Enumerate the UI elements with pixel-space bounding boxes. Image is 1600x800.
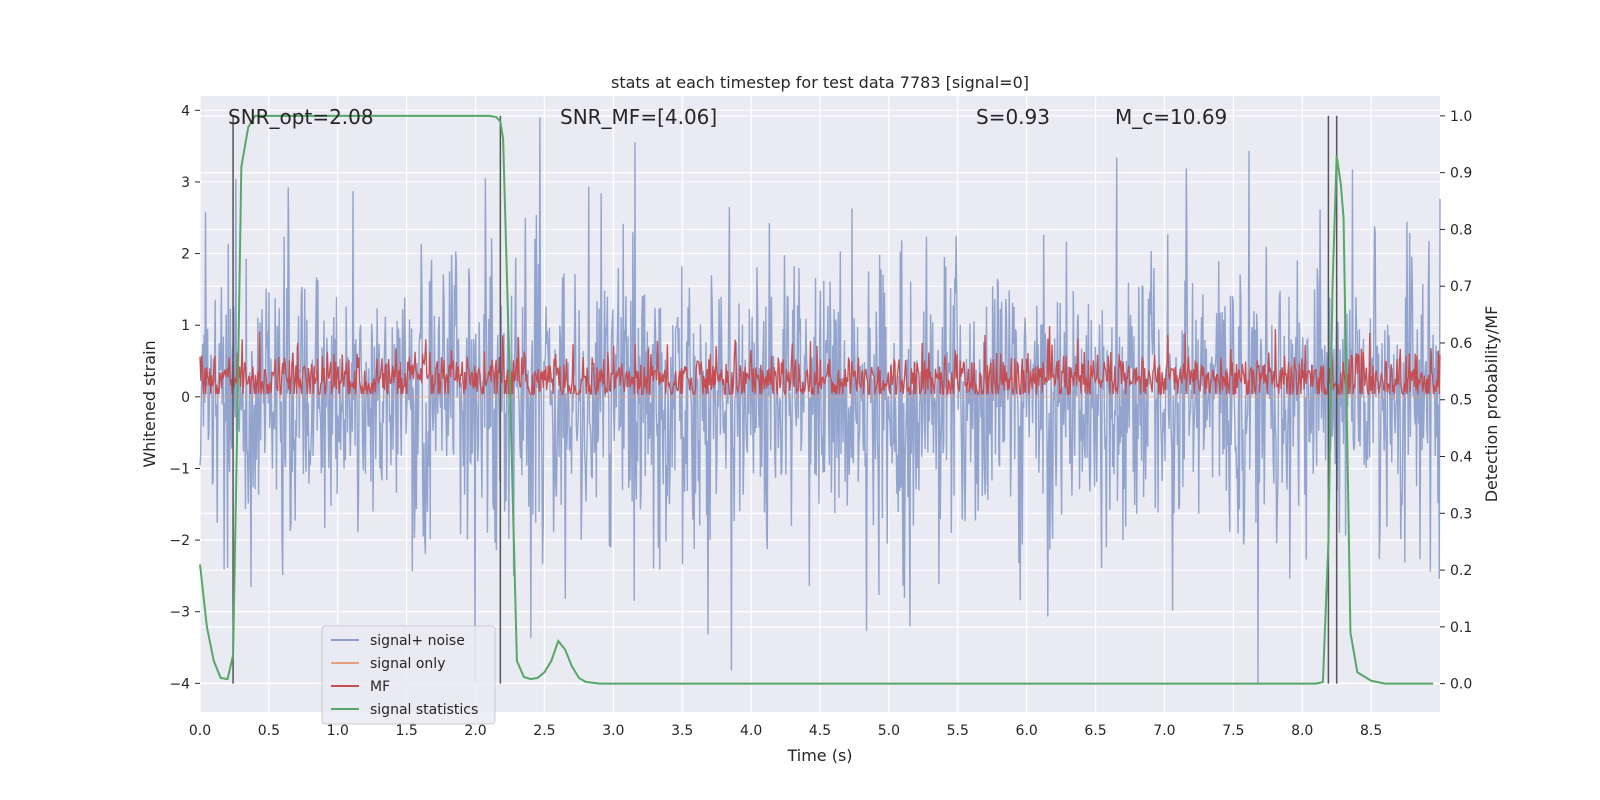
x-tick-label: 3.5 xyxy=(671,723,693,739)
mf-line xyxy=(199,325,1441,397)
signal-noise-line xyxy=(199,117,1441,684)
y-tick-label: −4 xyxy=(169,676,190,692)
y-ticks: 4 3 2 1 0 −1 −2 −3 −4 xyxy=(169,103,200,692)
y2-ticks: 1.0 0.9 0.8 0.7 0.6 0.5 0.4 0.3 0.2 0.1 0.0 xyxy=(1440,109,1472,693)
x-ticks: 0.0 0.5 1.0 1.5 2.0 2.5 3.0 3.5 4.0 4.5 5.0 5.5 6.0 6… xyxy=(189,723,1382,739)
annotation-mc: M_c=10.69 xyxy=(1115,105,1227,129)
chart-title: stats at each timestep for test data 778… xyxy=(611,73,1029,92)
y2-tick-label: 0.7 xyxy=(1450,279,1472,295)
x-tick-label: 1.0 xyxy=(327,723,349,739)
x-tick-label: 3.0 xyxy=(602,723,624,739)
y-tick-label: 3 xyxy=(181,175,190,191)
x-tick-label: 0.0 xyxy=(189,723,211,739)
y2-axis-label: Detection probability/MF xyxy=(1482,306,1501,503)
legend-box xyxy=(321,625,496,725)
annotation-s: S=0.93 xyxy=(976,105,1050,129)
annotation-snr-mf: SNR_MF=[4.06] xyxy=(560,105,717,129)
x-tick-label: 2.5 xyxy=(533,723,555,739)
x-tick-label: 8.0 xyxy=(1291,723,1313,739)
x-tick-label: 7.5 xyxy=(1222,723,1244,739)
y-tick-label: −1 xyxy=(169,461,190,477)
x-tick-label: 1.5 xyxy=(396,723,418,739)
signal-statistics-series xyxy=(199,114,1434,685)
y2-tick-label: 0.8 xyxy=(1450,222,1472,238)
vertical-markers xyxy=(232,115,1338,684)
signal-statistics-line xyxy=(199,114,1434,685)
x-tick-label: 4.5 xyxy=(809,723,831,739)
y-tick-label: 2 xyxy=(181,247,190,263)
legend-label-signal-only: signal only xyxy=(370,656,445,672)
legend: signal+ noise signal only MF signal stat… xyxy=(321,625,496,725)
y2-tick-label: 0.2 xyxy=(1450,563,1472,579)
y2-tick-label: 0.9 xyxy=(1450,166,1472,182)
y2-tick-label: 0.0 xyxy=(1450,677,1472,693)
x-tick-label: 2.0 xyxy=(464,723,486,739)
y2-tick-label: 0.1 xyxy=(1450,620,1472,636)
y-tick-label: −2 xyxy=(169,533,190,549)
legend-label-mf: MF xyxy=(370,679,390,695)
y-tick-label: 4 xyxy=(181,103,190,119)
x-axis-label: Time (s) xyxy=(786,746,852,765)
legend-label-signal-statistics: signal statistics xyxy=(370,702,478,718)
y2-tick-label: 0.5 xyxy=(1450,393,1472,409)
y2-tick-label: 0.3 xyxy=(1450,506,1472,522)
signal-noise-series xyxy=(199,117,1441,684)
y2-tick-label: 0.4 xyxy=(1450,450,1472,466)
x-tick-label: 6.5 xyxy=(1084,723,1106,739)
x-tick-label: 8.5 xyxy=(1360,723,1382,739)
y-axis-label: Whitened strain xyxy=(140,340,159,467)
x-tick-label: 0.5 xyxy=(258,723,280,739)
x-tick-label: 4.0 xyxy=(740,723,762,739)
x-tick-label: 7.0 xyxy=(1153,723,1175,739)
mf-series xyxy=(199,325,1441,397)
y2-tick-label: 1.0 xyxy=(1450,109,1472,125)
x-tick-label: 5.0 xyxy=(878,723,900,739)
y2-tick-label: 0.6 xyxy=(1450,336,1472,352)
y-tick-label: −3 xyxy=(169,605,190,621)
x-tick-label: 6.0 xyxy=(1016,723,1038,739)
x-tick-label: 5.5 xyxy=(947,723,969,739)
legend-label-signal-noise: signal+ noise xyxy=(370,633,465,649)
y-tick-label: 0 xyxy=(181,390,190,406)
y-tick-label: 1 xyxy=(181,318,190,334)
annotation-snr-opt: SNR_opt=2.08 xyxy=(228,105,374,129)
